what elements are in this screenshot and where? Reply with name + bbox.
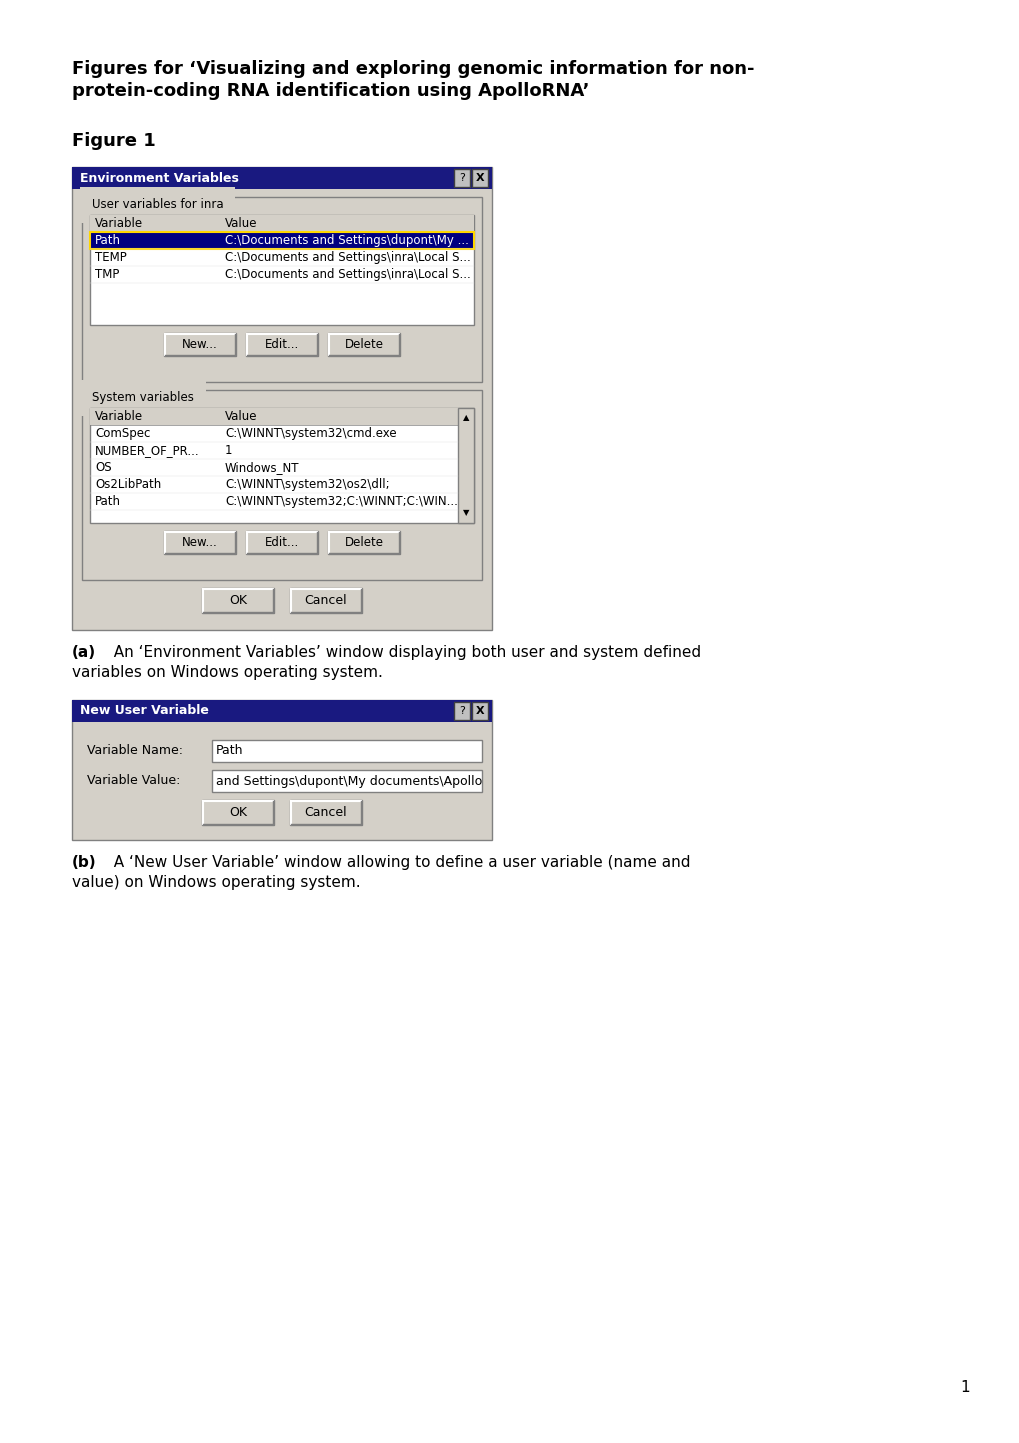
Text: X: X: [475, 173, 484, 183]
Text: C:\WINNT\system32\cmd.exe: C:\WINNT\system32\cmd.exe: [225, 427, 396, 440]
Bar: [289, 799, 362, 825]
Text: Edit...: Edit...: [265, 338, 299, 351]
Text: User variables for inra: User variables for inra: [92, 199, 223, 212]
Text: Figures for ‘Visualizing and exploring genomic information for non-: Figures for ‘Visualizing and exploring g…: [72, 61, 754, 78]
Text: C:\WINNT\system32\os2\dll;: C:\WINNT\system32\os2\dll;: [225, 478, 389, 491]
Bar: [82, 390, 482, 580]
Text: Path: Path: [95, 234, 121, 247]
Bar: [72, 167, 491, 631]
Bar: [246, 333, 318, 356]
Text: C:\Documents and Settings\inra\Local S...: C:\Documents and Settings\inra\Local S..…: [225, 251, 471, 264]
Text: variables on Windows operating system.: variables on Windows operating system.: [72, 665, 382, 680]
Bar: [289, 587, 362, 613]
Bar: [90, 215, 474, 232]
Text: Os2LibPath: Os2LibPath: [95, 478, 161, 491]
Text: Variable Name:: Variable Name:: [87, 745, 182, 758]
Text: Cancel: Cancel: [305, 807, 347, 820]
Text: X: X: [475, 706, 484, 716]
Text: New...: New...: [182, 535, 218, 548]
Text: ▼: ▼: [463, 508, 469, 518]
Text: C:\Documents and Settings\dupont\My ...: C:\Documents and Settings\dupont\My ...: [225, 234, 469, 247]
Bar: [328, 333, 399, 356]
Text: Variable: Variable: [95, 216, 143, 229]
Text: C:\WINNT\system32;C:\WINNT;C:\WIN...: C:\WINNT\system32;C:\WINNT;C:\WIN...: [225, 495, 458, 508]
Text: Variable Value:: Variable Value:: [87, 775, 180, 788]
Text: OK: OK: [229, 595, 247, 608]
Bar: [82, 198, 482, 382]
Bar: [72, 700, 491, 722]
Bar: [453, 701, 470, 720]
Bar: [453, 169, 470, 188]
Bar: [164, 531, 235, 554]
Text: Value: Value: [225, 216, 257, 229]
Text: TEMP: TEMP: [95, 251, 126, 264]
Bar: [164, 333, 235, 356]
Bar: [90, 232, 474, 250]
Text: Path: Path: [216, 745, 244, 758]
Bar: [246, 531, 318, 554]
Text: A ‘New User Variable’ window allowing to define a user variable (name and: A ‘New User Variable’ window allowing to…: [104, 856, 690, 870]
Bar: [212, 740, 482, 762]
Text: Variable: Variable: [95, 410, 143, 423]
Text: Environment Variables: Environment Variables: [79, 172, 238, 185]
Text: Cancel: Cancel: [305, 595, 347, 608]
Bar: [202, 799, 274, 825]
Text: Value: Value: [225, 410, 257, 423]
Text: TMP: TMP: [95, 268, 119, 281]
Text: New...: New...: [182, 338, 218, 351]
Bar: [212, 771, 482, 792]
Bar: [72, 167, 491, 189]
Text: OK: OK: [229, 807, 247, 820]
Bar: [328, 531, 399, 554]
Text: ?: ?: [459, 706, 465, 716]
Text: An ‘Environment Variables’ window displaying both user and system defined: An ‘Environment Variables’ window displa…: [104, 645, 700, 659]
Text: ComSpec: ComSpec: [95, 427, 150, 440]
Text: (b): (b): [72, 856, 97, 870]
Bar: [90, 215, 474, 325]
Text: Delete: Delete: [344, 535, 383, 548]
Text: OS: OS: [95, 460, 111, 473]
Bar: [202, 587, 274, 613]
Bar: [90, 408, 474, 522]
Text: Delete: Delete: [344, 338, 383, 351]
Text: ?: ?: [459, 173, 465, 183]
Bar: [472, 169, 487, 188]
Text: (a): (a): [72, 645, 96, 659]
Text: Windows_NT: Windows_NT: [225, 460, 300, 473]
Bar: [72, 700, 491, 840]
Text: 1: 1: [225, 444, 232, 457]
Bar: [472, 701, 487, 720]
Text: New User Variable: New User Variable: [79, 704, 209, 717]
Text: C:\Documents and Settings\inra\Local S...: C:\Documents and Settings\inra\Local S..…: [225, 268, 471, 281]
Text: ▲: ▲: [463, 414, 469, 423]
Text: NUMBER_OF_PR...: NUMBER_OF_PR...: [95, 444, 200, 457]
Text: Path: Path: [95, 495, 121, 508]
Text: Edit...: Edit...: [265, 535, 299, 548]
Text: System variables: System variables: [92, 391, 194, 404]
Bar: [90, 408, 474, 426]
Text: value) on Windows operating system.: value) on Windows operating system.: [72, 874, 361, 890]
Bar: [458, 408, 474, 522]
Text: Figure 1: Figure 1: [72, 131, 156, 150]
Bar: [90, 232, 474, 250]
Text: protein-coding RNA identification using ApolloRNA’: protein-coding RNA identification using …: [72, 82, 589, 100]
Text: and Settings\dupont\My documents\Apollo: and Settings\dupont\My documents\Apollo: [216, 775, 482, 788]
Text: 1: 1: [959, 1380, 969, 1395]
